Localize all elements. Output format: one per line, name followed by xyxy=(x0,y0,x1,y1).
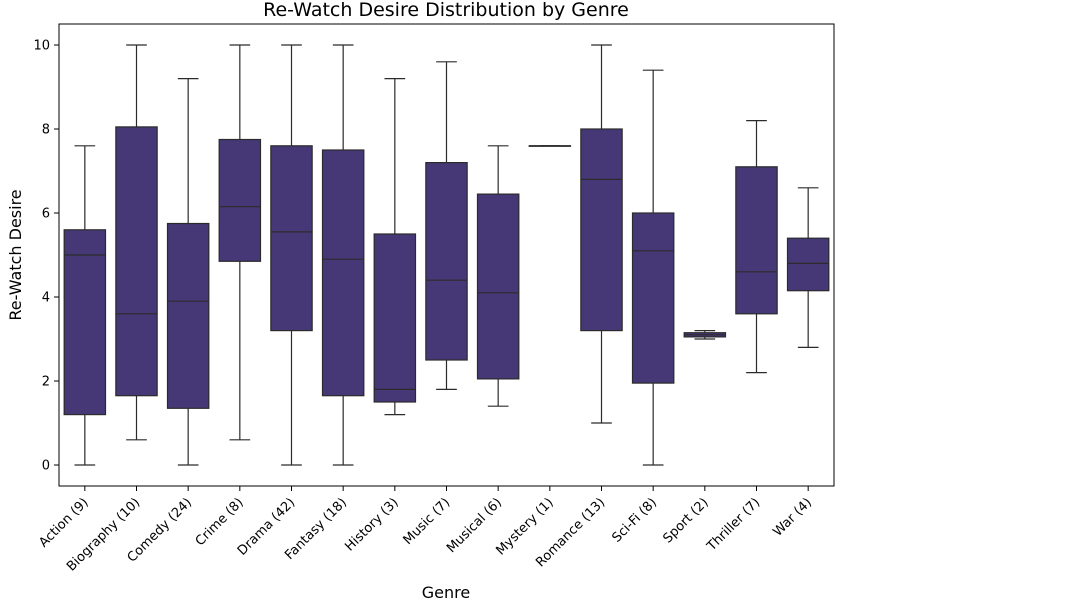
y-tick-label: 6 xyxy=(42,207,50,222)
box-group xyxy=(683,330,727,340)
box xyxy=(218,138,262,262)
box xyxy=(270,145,313,332)
y-tick-label: 2 xyxy=(42,375,50,390)
box xyxy=(115,126,158,397)
box-group xyxy=(425,61,468,390)
x-tick-label: Action (9) xyxy=(36,495,91,550)
x-tick-label: Music (7) xyxy=(401,495,454,548)
y-tick-label: 4 xyxy=(42,291,50,306)
box xyxy=(63,229,107,416)
x-tick-label: War (4) xyxy=(771,495,815,539)
box-group xyxy=(270,44,313,466)
box-group xyxy=(476,145,520,407)
box xyxy=(476,193,520,380)
x-tick-label: Sci-Fi (8) xyxy=(610,495,660,545)
box xyxy=(631,212,675,384)
x-tick-label: Sport (2) xyxy=(660,495,711,546)
chart-title: Re-Watch Desire Distribution by Genre xyxy=(263,0,629,21)
box-group xyxy=(218,44,262,441)
box-group xyxy=(631,69,675,466)
box-group xyxy=(373,77,417,416)
box-group xyxy=(63,145,107,466)
x-tick-label: Crime (8) xyxy=(193,495,247,549)
box-group xyxy=(580,44,623,424)
x-axis: Action (9)Biography (10)Comedy (24)Crime… xyxy=(36,486,815,574)
box xyxy=(321,149,365,397)
box-group xyxy=(786,187,830,348)
y-axis: 0 2 4 6 8 10 xyxy=(33,39,59,474)
box xyxy=(166,222,210,409)
x-axis-label: Genre xyxy=(422,583,470,600)
boxes-layer xyxy=(63,44,830,466)
box xyxy=(735,166,778,315)
box xyxy=(425,162,468,361)
y-tick-label: 10 xyxy=(33,39,50,54)
box xyxy=(373,233,417,403)
x-tick-label: Thriller (7) xyxy=(704,495,764,555)
box-group xyxy=(735,119,778,374)
box-group xyxy=(528,145,572,147)
box-group xyxy=(166,77,210,466)
box-group xyxy=(321,44,365,466)
y-tick-label: 0 xyxy=(42,459,50,474)
box-group xyxy=(115,44,158,441)
x-tick-label: History (3) xyxy=(342,495,401,554)
box xyxy=(786,237,830,292)
y-axis-label: Re-Watch Desire xyxy=(6,189,25,320)
box xyxy=(580,128,623,332)
y-tick-label: 8 xyxy=(42,123,50,138)
